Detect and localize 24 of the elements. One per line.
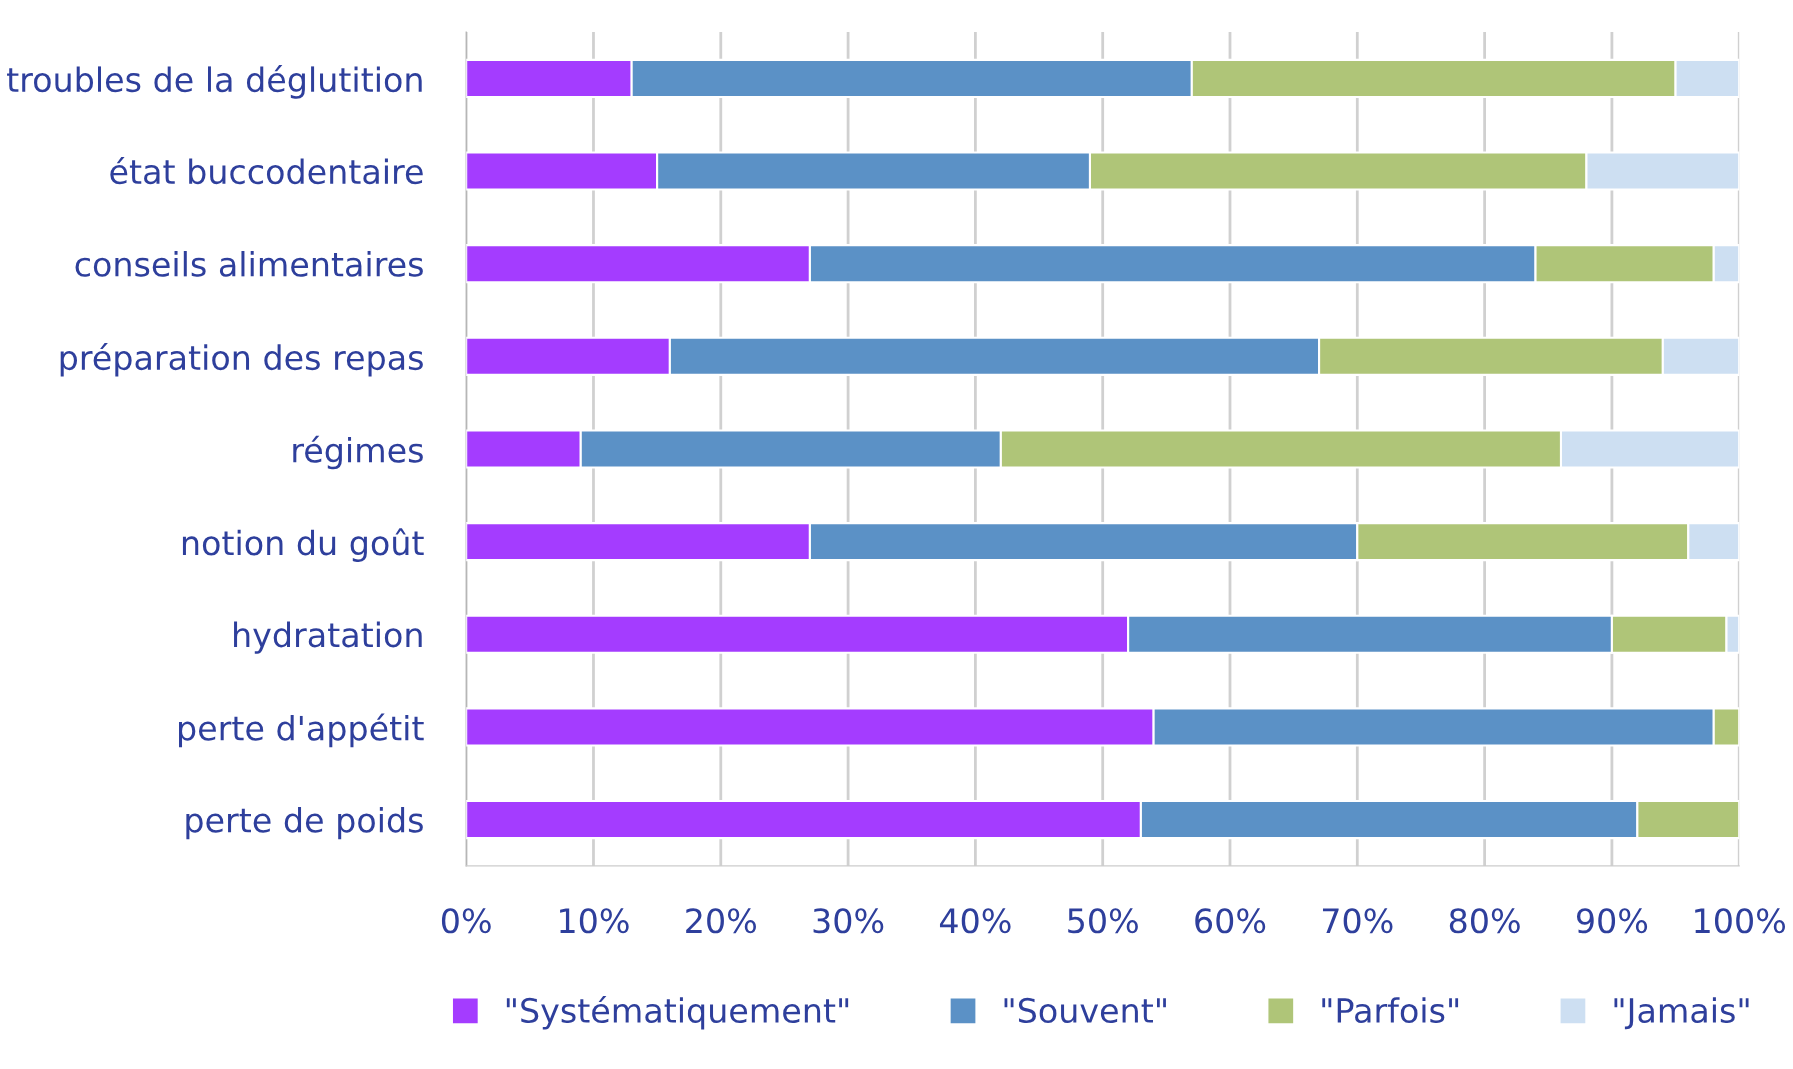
- y-tick-label: notion du goût: [182, 528, 424, 562]
- y-tick-label: conseils alimentaires: [75, 251, 423, 277]
- y-tick-label: perte d'appétit: [179, 713, 424, 748]
- x-tick-label: 50%: [1068, 908, 1138, 934]
- x-tick-label: 30%: [813, 908, 884, 934]
- y-tick-label: troubles de la déglutition: [7, 65, 422, 99]
- y-tick-label: état buccodentaire: [110, 157, 423, 185]
- x-tick-label: 60%: [1195, 908, 1266, 934]
- x-tick-label: 70%: [1322, 908, 1393, 934]
- y-tick-label: régimes: [293, 435, 423, 470]
- x-tick-label: 80%: [1449, 908, 1520, 934]
- x-tick-label: 100%: [1695, 908, 1786, 934]
- y-tick-label: perte de poids: [186, 806, 423, 840]
- x-tick-label: 90%: [1576, 908, 1648, 934]
- x-tick-label: 10%: [560, 908, 629, 934]
- x-tick-label: 20%: [686, 908, 756, 934]
- y-tick-label: préparation des repas: [60, 343, 423, 377]
- legend-label: "Parfois": [1322, 997, 1459, 1024]
- legend-label: "Souvent": [1004, 997, 1166, 1024]
- legend-label: "Jamais": [1614, 997, 1749, 1030]
- x-tick-label: 40%: [939, 908, 1011, 934]
- y-tick-label: hydratation: [234, 621, 422, 654]
- x-tick-label: 0%: [441, 908, 491, 934]
- legend-label: "Systématiquement": [506, 995, 849, 1030]
